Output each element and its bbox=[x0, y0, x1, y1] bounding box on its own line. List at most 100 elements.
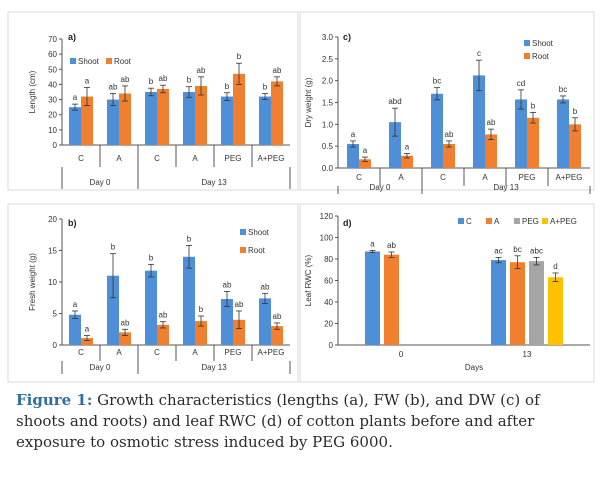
significance-letter: a bbox=[351, 130, 356, 139]
y-tick-label: 5 bbox=[53, 310, 58, 319]
significance-letter: bc bbox=[433, 77, 441, 86]
significance-letter: b bbox=[225, 82, 230, 91]
bar-shoot bbox=[69, 107, 81, 145]
bar-shoot bbox=[183, 256, 195, 345]
x-tick-label: C bbox=[440, 173, 446, 182]
significance-letter: b bbox=[111, 243, 116, 252]
legend-swatch bbox=[70, 58, 76, 64]
panel-label: b) bbox=[68, 218, 77, 228]
significance-letter: bc bbox=[513, 245, 521, 254]
y-axis-title: Length (cm) bbox=[28, 70, 37, 113]
y-tick-label: 3.0 bbox=[322, 33, 334, 42]
significance-letter: a bbox=[73, 300, 78, 309]
bar-shoot bbox=[69, 314, 81, 345]
group-label: Day 13 bbox=[201, 178, 227, 187]
bar-root bbox=[157, 324, 169, 345]
significance-letter: b bbox=[237, 52, 242, 61]
significance-letter: b bbox=[149, 77, 154, 86]
significance-letter: ab bbox=[121, 75, 130, 84]
bar-shoot bbox=[473, 75, 485, 168]
significance-letter: bc bbox=[559, 85, 567, 94]
legend-label: Shoot bbox=[532, 39, 554, 48]
x-tick-label: C bbox=[356, 173, 362, 182]
significance-letter: ab bbox=[235, 300, 244, 309]
x-tick-label: A bbox=[116, 348, 122, 357]
group-label: Day 13 bbox=[493, 183, 519, 192]
y-tick-label: 100 bbox=[320, 234, 334, 243]
legend-swatch bbox=[542, 218, 548, 224]
x-axis-title: Days bbox=[465, 363, 483, 372]
y-axis-title: Fresh weight (g) bbox=[28, 253, 37, 311]
legend-label: Shoot bbox=[78, 57, 100, 66]
significance-letter: a bbox=[85, 76, 90, 85]
bar-shoot bbox=[431, 93, 443, 168]
bar-root bbox=[81, 338, 93, 345]
x-tick-label: A bbox=[116, 154, 122, 163]
bar-shoot bbox=[347, 143, 359, 168]
significance-letter: a bbox=[73, 93, 78, 102]
y-tick-label: 30 bbox=[48, 96, 57, 105]
bar-root bbox=[569, 124, 581, 168]
x-tick-label: A bbox=[482, 173, 488, 182]
y-tick-label: 10 bbox=[48, 278, 57, 287]
significance-letter: b bbox=[187, 76, 192, 85]
y-tick-label: 0 bbox=[53, 141, 58, 150]
bar-root bbox=[443, 143, 455, 168]
x-tick-label: PEG bbox=[519, 173, 536, 182]
bar-root bbox=[485, 134, 497, 168]
legend-label: Root bbox=[248, 246, 266, 255]
legend-swatch bbox=[524, 53, 530, 59]
legend-swatch bbox=[240, 247, 246, 253]
legend-label: A bbox=[494, 217, 500, 226]
bar-c bbox=[365, 251, 380, 345]
significance-letter: a bbox=[363, 146, 368, 155]
bar-shoot bbox=[259, 96, 271, 145]
bar-root bbox=[233, 319, 245, 345]
y-tick-label: 10 bbox=[48, 126, 57, 135]
bar-shoot bbox=[557, 99, 569, 168]
y-tick-label: 40 bbox=[48, 80, 57, 89]
significance-letter: a bbox=[405, 143, 410, 152]
significance-letter: b bbox=[149, 253, 154, 262]
significance-letter: ab bbox=[261, 282, 270, 291]
figure-caption: Figure 1: Growth characteristics (length… bbox=[16, 390, 588, 453]
y-tick-label: 1.0 bbox=[322, 120, 334, 129]
y-tick-label: 60 bbox=[324, 277, 333, 286]
bar-root bbox=[233, 73, 245, 145]
significance-letter: ab bbox=[487, 118, 496, 127]
bar-shoot bbox=[389, 122, 401, 168]
x-tick-label: 0 bbox=[399, 350, 404, 359]
panel-b-fresh-weight: 0 5 10 15 20 Fresh weight (g) b) Ca a Ab ab Cb ab Ab b… bbox=[28, 215, 291, 374]
y-tick-label: 2.5 bbox=[322, 55, 334, 64]
group-label: Day 13 bbox=[201, 363, 227, 372]
y-tick-label: 70 bbox=[48, 35, 57, 44]
bar-root bbox=[359, 159, 371, 168]
significance-letter: c bbox=[477, 49, 481, 58]
bar-shoot bbox=[221, 299, 233, 345]
y-tick-label: 120 bbox=[320, 212, 334, 221]
y-tick-label: 2.0 bbox=[322, 77, 334, 86]
significance-letter: d bbox=[553, 262, 557, 271]
x-tick-label: 13 bbox=[523, 350, 532, 359]
significance-letter: b bbox=[263, 83, 268, 92]
significance-letter: b bbox=[199, 305, 204, 314]
significance-letter: ab bbox=[109, 83, 118, 92]
significance-letter: abc bbox=[530, 246, 543, 255]
bar-shoot bbox=[107, 275, 119, 345]
legend-label: A+PEG bbox=[550, 217, 577, 226]
significance-letter: a bbox=[370, 239, 375, 248]
caption-label: Figure 1: bbox=[16, 391, 93, 409]
y-tick-label: 20 bbox=[48, 215, 57, 224]
bar-shoot bbox=[515, 99, 527, 168]
caption-text: Growth characteristics (lengths (a), FW … bbox=[16, 391, 540, 451]
panel-d-leaf-rwc: 0 20 40 60 80 100 120 Leaf RWC (%) d) 0 a ab 13 ac bc a… bbox=[304, 212, 590, 372]
y-tick-label: 40 bbox=[324, 298, 333, 307]
x-tick-label: C bbox=[154, 154, 160, 163]
bar-root bbox=[401, 155, 413, 168]
x-tick-label: A+PEG bbox=[258, 154, 285, 163]
significance-letter: a bbox=[85, 325, 90, 334]
x-tick-label: PEG bbox=[225, 348, 242, 357]
y-tick-label: 0.5 bbox=[322, 142, 334, 151]
